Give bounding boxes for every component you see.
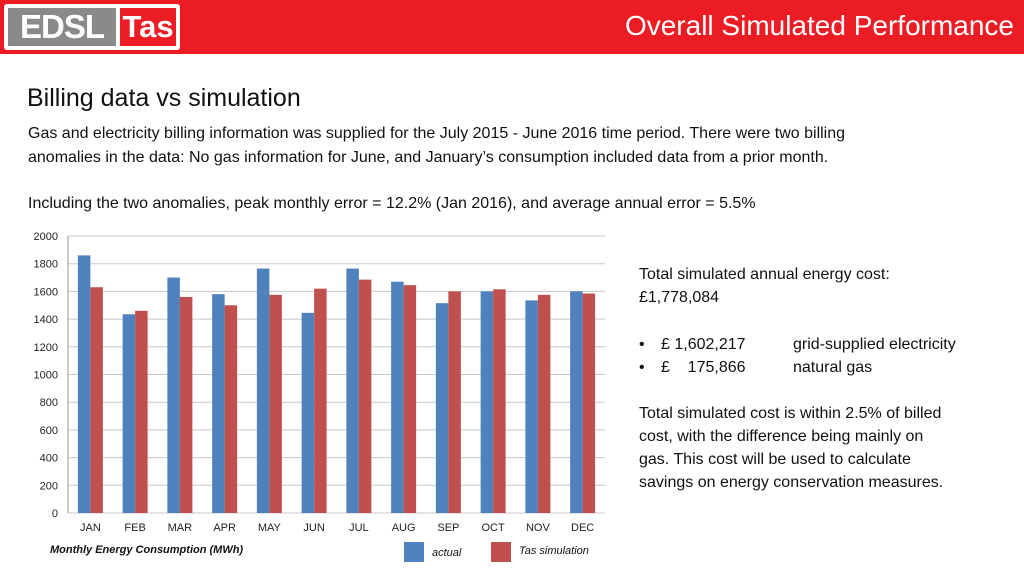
edsl-tas-logo: EDSL Tas xyxy=(4,4,180,50)
legend-swatch-simulation xyxy=(491,542,511,562)
bar-actual xyxy=(212,294,225,513)
bar-actual xyxy=(167,277,180,513)
header-bar: EDSL Tas Overall Simulated Performance xyxy=(0,0,1024,54)
bullet-dot: • xyxy=(639,359,645,376)
bar-actual xyxy=(346,268,359,513)
y-tick-label: 2000 xyxy=(34,231,58,243)
cost-note-line1: Total simulated cost is within 2.5% of b… xyxy=(639,405,942,422)
x-tick-label: DEC xyxy=(571,522,594,534)
billing-paragraph-line2: anomalies in the data: No gas informatio… xyxy=(28,149,829,166)
total-cost-value: £1,778,084 xyxy=(639,289,720,306)
bar-actual xyxy=(122,314,136,513)
bar-simulation xyxy=(493,289,506,513)
x-tick-label: OCT xyxy=(482,522,506,534)
y-tick-label: 0 xyxy=(52,508,58,520)
x-tick-label: MAR xyxy=(168,522,193,534)
bar-actual xyxy=(301,312,315,513)
legend-swatch-actual xyxy=(404,542,424,562)
consumption-bar-chart: 0 200 400 600 800 1000 1200 1400 1600 1800 2000 JAN… xyxy=(34,231,605,534)
bar-simulation xyxy=(135,310,148,513)
bar-simulation xyxy=(403,285,417,513)
bullet-label: natural gas xyxy=(793,359,873,376)
bar-simulation xyxy=(90,287,103,513)
bullet-electricity: • £ 1,602,217 grid-supplied electricity xyxy=(639,333,1019,356)
bar-simulation xyxy=(358,279,372,513)
x-tick-label: NOV xyxy=(526,522,551,534)
bar-actual xyxy=(256,268,270,513)
bullet-amount: £ 175,866 xyxy=(661,359,746,376)
legend-label-simulation: Tas simulation xyxy=(519,545,589,557)
x-tick-label: AUG xyxy=(392,522,416,534)
bar-simulation xyxy=(537,294,551,513)
x-tick-label: SEP xyxy=(437,522,459,534)
bar-simulation xyxy=(179,296,193,513)
chart-title: Monthly Energy Consumption (MWh) xyxy=(50,544,244,556)
bar-actual xyxy=(570,291,583,513)
logo-edsl-text: EDSL xyxy=(8,8,116,46)
bar-actual xyxy=(525,300,538,513)
y-tick-label: 600 xyxy=(40,425,58,437)
y-tick-label: 1800 xyxy=(34,259,58,271)
x-tick-label: JUL xyxy=(349,522,369,534)
cost-note-line4: savings on energy conservation measures. xyxy=(639,474,944,491)
y-tick-label: 200 xyxy=(40,480,58,492)
y-tick-label: 1400 xyxy=(34,314,58,326)
legend-label-actual: actual xyxy=(432,547,462,559)
bar-actual xyxy=(391,281,404,513)
billing-paragraph-line1: Gas and electricity billing information … xyxy=(28,125,846,142)
cost-note-line2: cost, with the difference being mainly o… xyxy=(639,428,924,445)
y-tick-label: 1000 xyxy=(34,370,58,382)
bar-simulation xyxy=(224,305,238,513)
x-tick-label: JUN xyxy=(303,522,324,534)
total-cost-label: Total simulated annual energy cost: xyxy=(639,266,890,283)
bullet-amount: £ 1,602,217 xyxy=(661,336,746,353)
y-tick-label: 1600 xyxy=(34,286,58,298)
y-tick-label: 1200 xyxy=(34,342,58,354)
error-summary: Including the two anomalies, peak monthl… xyxy=(28,195,756,212)
cost-note-line3: gas. This cost will be used to calculate xyxy=(639,451,911,468)
y-tick-label: 400 xyxy=(40,453,58,465)
bar-simulation xyxy=(582,293,596,513)
bar-actual xyxy=(480,291,494,513)
logo-tas-text: Tas xyxy=(120,8,176,46)
x-tick-label: JAN xyxy=(80,522,101,534)
section-subtitle: Billing data vs simulation xyxy=(27,84,301,112)
bar-simulation xyxy=(314,288,327,513)
bullet-dot: • xyxy=(639,336,645,353)
bar-simulation xyxy=(448,291,461,513)
bar-actual xyxy=(435,303,449,513)
x-tick-label: APR xyxy=(213,522,236,534)
bar-actual xyxy=(77,255,91,513)
bar-simulation xyxy=(269,294,282,513)
slide-title: Overall Simulated Performance xyxy=(624,10,1014,41)
bullet-gas: • £ 175,866 natural gas xyxy=(639,356,1019,379)
y-tick-label: 800 xyxy=(40,397,58,409)
x-tick-label: MAY xyxy=(258,522,282,534)
x-tick-label: FEB xyxy=(124,522,145,534)
bullet-label: grid-supplied electricity xyxy=(793,336,956,353)
